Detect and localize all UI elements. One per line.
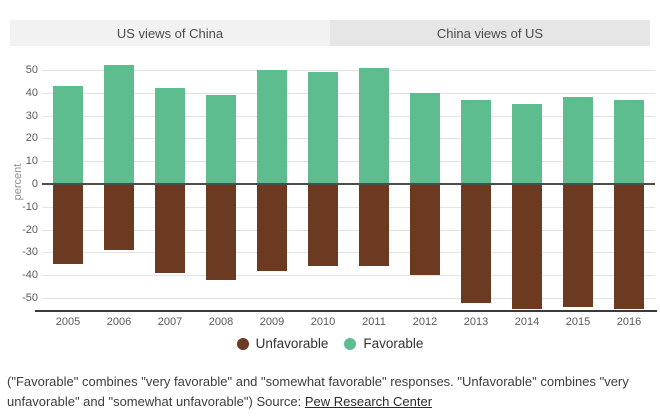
unfavorable-bar-2008 [206, 184, 236, 280]
unfavorable-bar-2009 [257, 184, 287, 271]
unfavorable-bar-2014 [512, 184, 542, 309]
gridline [42, 298, 655, 299]
favorable-bar-2016 [614, 100, 644, 184]
source-link[interactable]: Pew Research Center [304, 394, 433, 410]
favorable-bar-2011 [359, 68, 389, 184]
x-axis-tick: 2010 [310, 316, 336, 328]
favorable-bar-2014 [512, 104, 542, 184]
x-axis-tick: 2012 [412, 316, 438, 328]
tab-label: China views of US [436, 25, 544, 41]
gridline [42, 230, 655, 231]
gridline [42, 138, 655, 139]
favorable-bar-2009 [257, 70, 287, 184]
unfavorable-bar-2007 [155, 184, 185, 273]
x-axis-tick: 2015 [565, 316, 591, 328]
gridline [42, 252, 655, 253]
x-axis-tick: 2007 [157, 316, 183, 328]
favorable-swatch-icon [344, 337, 357, 350]
x-axis-line [35, 310, 657, 312]
gridline [42, 116, 655, 117]
unfavorable-bar-2005 [53, 184, 83, 264]
legend-item-unfavorable[interactable]: Unfavorable [236, 336, 329, 351]
x-axis-tick: 2005 [55, 316, 81, 328]
unfavorable-bar-2010 [308, 184, 338, 266]
favorable-bar-2007 [155, 88, 185, 184]
y-axis-tick: -50 [22, 292, 38, 304]
gridline [42, 207, 655, 208]
legend-label: Favorable [363, 336, 424, 351]
gridline [42, 93, 655, 94]
zero-line [42, 183, 655, 185]
tab-label: US views of China [116, 25, 224, 41]
y-axis-label: percent [12, 163, 24, 201]
tab-china-views-of-us[interactable]: China views of US [330, 20, 650, 46]
x-axis-tick: 2014 [514, 316, 540, 328]
y-axis-tick: 40 [25, 87, 38, 99]
unfavorable-bar-2013 [461, 184, 491, 303]
unfavorable-bar-2011 [359, 184, 389, 266]
y-axis-tick: 50 [25, 64, 38, 76]
favorable-bar-2013 [461, 100, 491, 184]
tab-us-views-of-china[interactable]: US views of China [10, 20, 330, 46]
y-axis-tick: -40 [22, 269, 38, 281]
x-axis-tick: 2008 [208, 316, 234, 328]
favorable-bar-2006 [104, 65, 134, 184]
y-axis-tick: -30 [22, 246, 38, 258]
unfavorable-swatch-icon [236, 337, 249, 350]
x-axis-tick: 2013 [463, 316, 489, 328]
y-axis-tick: 20 [25, 132, 38, 144]
y-axis-tick: 30 [25, 110, 38, 122]
x-axis-tick: 2011 [362, 316, 386, 328]
unfavorable-bar-2006 [104, 184, 134, 250]
y-axis-tick: 0 [31, 178, 38, 190]
x-axis-tick: 2016 [616, 316, 642, 328]
gridline [42, 70, 655, 71]
unfavorable-bar-2012 [410, 184, 440, 275]
favorable-bar-2005 [53, 86, 83, 184]
tab-strip: US views of China China views of US [10, 20, 650, 46]
legend-item-favorable[interactable]: Favorable [344, 336, 423, 351]
y-axis-tick: -20 [22, 224, 38, 236]
x-axis-tick: 2009 [259, 316, 285, 328]
y-axis-tick: 10 [25, 155, 38, 167]
unfavorable-bar-2016 [614, 184, 644, 309]
favorable-bar-2008 [206, 95, 236, 184]
x-axis-tick: 2006 [106, 316, 132, 328]
y-axis-tick: -10 [22, 201, 38, 213]
legend-label: Unfavorable [255, 336, 329, 351]
gridline [42, 275, 655, 276]
unfavorable-bar-2015 [563, 184, 593, 307]
favorable-bar-2012 [410, 93, 440, 184]
favorable-bar-2010 [308, 72, 338, 184]
footnote: ("Favorable" combines "very favorable" a… [7, 372, 655, 412]
chart-legend: Unfavorable Favorable [0, 336, 660, 351]
footnote-text: ("Favorable" combines "very favorable" a… [7, 374, 629, 410]
gridline [42, 161, 655, 162]
favorable-bar-2015 [563, 97, 593, 184]
